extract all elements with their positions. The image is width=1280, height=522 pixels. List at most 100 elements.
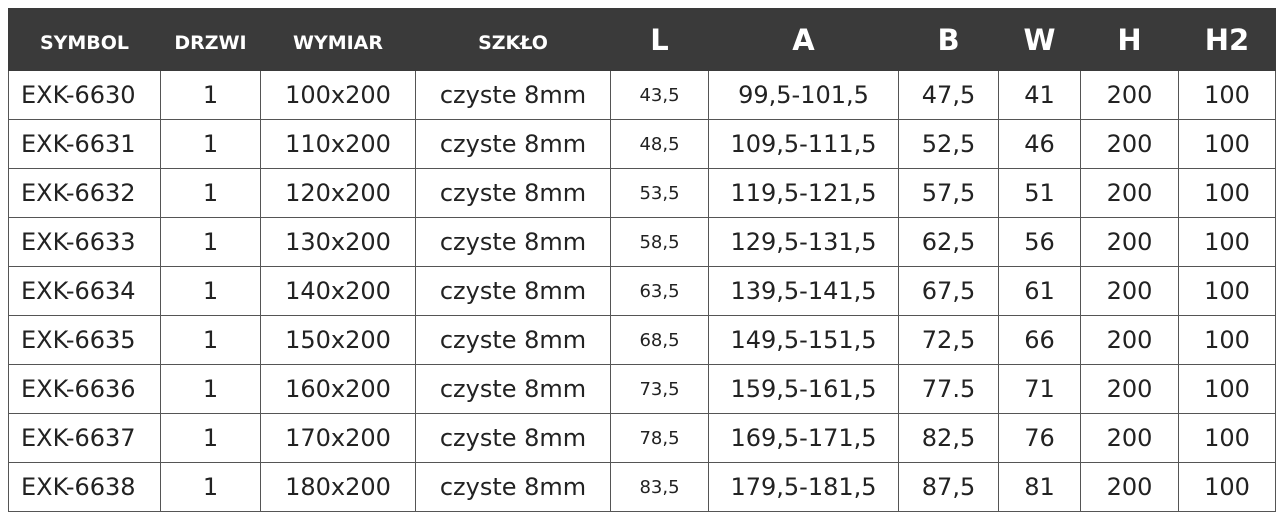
table-cell: 47,5 bbox=[898, 70, 999, 120]
table-cell: 1 bbox=[160, 70, 261, 120]
table-cell: EXK-6635 bbox=[8, 315, 161, 365]
table-cell: 66 bbox=[998, 315, 1081, 365]
header-cell: B bbox=[898, 8, 999, 71]
table-cell: 140x200 bbox=[260, 266, 416, 316]
table-cell: 100 bbox=[1178, 70, 1276, 120]
table-cell: 1 bbox=[160, 413, 261, 463]
table-cell: 200 bbox=[1080, 315, 1179, 365]
table-cell: czyste 8mm bbox=[415, 70, 611, 120]
table-cell: 71 bbox=[998, 364, 1081, 414]
table-cell: 200 bbox=[1080, 168, 1179, 218]
table-cell: 87,5 bbox=[898, 462, 999, 512]
table-cell: czyste 8mm bbox=[415, 217, 611, 267]
table-cell: EXK-6632 bbox=[8, 168, 161, 218]
table-cell: 200 bbox=[1080, 70, 1179, 120]
table-cell: czyste 8mm bbox=[415, 364, 611, 414]
table-cell: 43,5 bbox=[610, 70, 709, 120]
table-cell: 52,5 bbox=[898, 119, 999, 169]
table-cell: 1 bbox=[160, 119, 261, 169]
table-cell: 41 bbox=[998, 70, 1081, 120]
table-cell: 73,5 bbox=[610, 364, 709, 414]
table-row: EXK-6634 1 140x200 czyste 8mm 63,5 139,5-141,… bbox=[8, 266, 1276, 316]
table-row: EXK-6636 1 160x200 czyste 8mm 73,5 159,5-161,… bbox=[8, 364, 1276, 414]
table-cell: 100 bbox=[1178, 413, 1276, 463]
table-cell: czyste 8mm bbox=[415, 266, 611, 316]
table-cell: 200 bbox=[1080, 217, 1179, 267]
table-cell: EXK-6634 bbox=[8, 266, 161, 316]
table-row: EXK-6632 1 120x200 czyste 8mm 53,5 119,5-121,… bbox=[8, 168, 1276, 218]
table-cell: 51 bbox=[998, 168, 1081, 218]
table-cell: 77.5 bbox=[898, 364, 999, 414]
table-body: EXK-6630 1 100x200 czyste 8mm 43,5 99,5-101,5… bbox=[8, 70, 1276, 512]
table-cell: 100x200 bbox=[260, 70, 416, 120]
table-cell: 1 bbox=[160, 217, 261, 267]
table-cell: 100 bbox=[1178, 266, 1276, 316]
table-cell: 56 bbox=[998, 217, 1081, 267]
table-cell: 61 bbox=[998, 266, 1081, 316]
table-row: EXK-6638 1 180x200 czyste 8mm 83,5 179,5-181,… bbox=[8, 462, 1276, 512]
table-cell: 1 bbox=[160, 315, 261, 365]
table-cell: 200 bbox=[1080, 462, 1179, 512]
table-row: EXK-6635 1 150x200 czyste 8mm 68,5 149,5-151,… bbox=[8, 315, 1276, 365]
table-cell: 46 bbox=[998, 119, 1081, 169]
table-row: EXK-6631 1 110x200 czyste 8mm 48,5 109,5-111,… bbox=[8, 119, 1276, 169]
table-cell: 100 bbox=[1178, 119, 1276, 169]
table-cell: 100 bbox=[1178, 364, 1276, 414]
table-cell: 100 bbox=[1178, 168, 1276, 218]
header-cell: SYMBOL bbox=[8, 8, 161, 71]
table-cell: EXK-6637 bbox=[8, 413, 161, 463]
table-cell: 129,5-131,5 bbox=[708, 217, 899, 267]
header-cell: L bbox=[610, 8, 709, 71]
table-cell: czyste 8mm bbox=[415, 119, 611, 169]
table-cell: 100 bbox=[1178, 217, 1276, 267]
table-cell: 200 bbox=[1080, 364, 1179, 414]
table-cell: EXK-6638 bbox=[8, 462, 161, 512]
table-cell: 200 bbox=[1080, 413, 1179, 463]
table-row: EXK-6633 1 130x200 czyste 8mm 58,5 129,5-131,… bbox=[8, 217, 1276, 267]
table-cell: 48,5 bbox=[610, 119, 709, 169]
table-cell: 53,5 bbox=[610, 168, 709, 218]
table-cell: 76 bbox=[998, 413, 1081, 463]
table-cell: 57,5 bbox=[898, 168, 999, 218]
table-cell: 1 bbox=[160, 266, 261, 316]
table-cell: 169,5-171,5 bbox=[708, 413, 899, 463]
table-cell: 159,5-161,5 bbox=[708, 364, 899, 414]
header-cell: SZKŁO bbox=[415, 8, 611, 71]
table-cell: 110x200 bbox=[260, 119, 416, 169]
table-cell: 109,5-111,5 bbox=[708, 119, 899, 169]
table-cell: 179,5-181,5 bbox=[708, 462, 899, 512]
table-cell: EXK-6636 bbox=[8, 364, 161, 414]
table-cell: czyste 8mm bbox=[415, 168, 611, 218]
header-cell: DRZWI bbox=[160, 8, 261, 71]
table-cell: 160x200 bbox=[260, 364, 416, 414]
table-container: SYMBOL DRZWI WYMIAR SZKŁO L A B W H H2 EXK-6630 1 1… bbox=[8, 8, 1276, 512]
table-cell: 119,5-121,5 bbox=[708, 168, 899, 218]
table-row: EXK-6630 1 100x200 czyste 8mm 43,5 99,5-101,5… bbox=[8, 70, 1276, 120]
table-cell: 139,5-141,5 bbox=[708, 266, 899, 316]
table-cell: 67,5 bbox=[898, 266, 999, 316]
table-cell: EXK-6633 bbox=[8, 217, 161, 267]
table-cell: 78,5 bbox=[610, 413, 709, 463]
table-cell: 100 bbox=[1178, 462, 1276, 512]
table-cell: 130x200 bbox=[260, 217, 416, 267]
table-cell: 170x200 bbox=[260, 413, 416, 463]
table-cell: 200 bbox=[1080, 266, 1179, 316]
table-cell: 1 bbox=[160, 462, 261, 512]
table-cell: 83,5 bbox=[610, 462, 709, 512]
table-cell: 62,5 bbox=[898, 217, 999, 267]
table-cell: czyste 8mm bbox=[415, 315, 611, 365]
table-cell: 58,5 bbox=[610, 217, 709, 267]
table-cell: 81 bbox=[998, 462, 1081, 512]
header-cell: W bbox=[998, 8, 1081, 71]
table-cell: 63,5 bbox=[610, 266, 709, 316]
header-cell: H bbox=[1080, 8, 1179, 71]
table-cell: 1 bbox=[160, 168, 261, 218]
header-cell: A bbox=[708, 8, 899, 71]
table-cell: 99,5-101,5 bbox=[708, 70, 899, 120]
table-cell: 180x200 bbox=[260, 462, 416, 512]
table-cell: czyste 8mm bbox=[415, 462, 611, 512]
table-cell: 1 bbox=[160, 364, 261, 414]
table-cell: 100 bbox=[1178, 315, 1276, 365]
table-cell: 82,5 bbox=[898, 413, 999, 463]
